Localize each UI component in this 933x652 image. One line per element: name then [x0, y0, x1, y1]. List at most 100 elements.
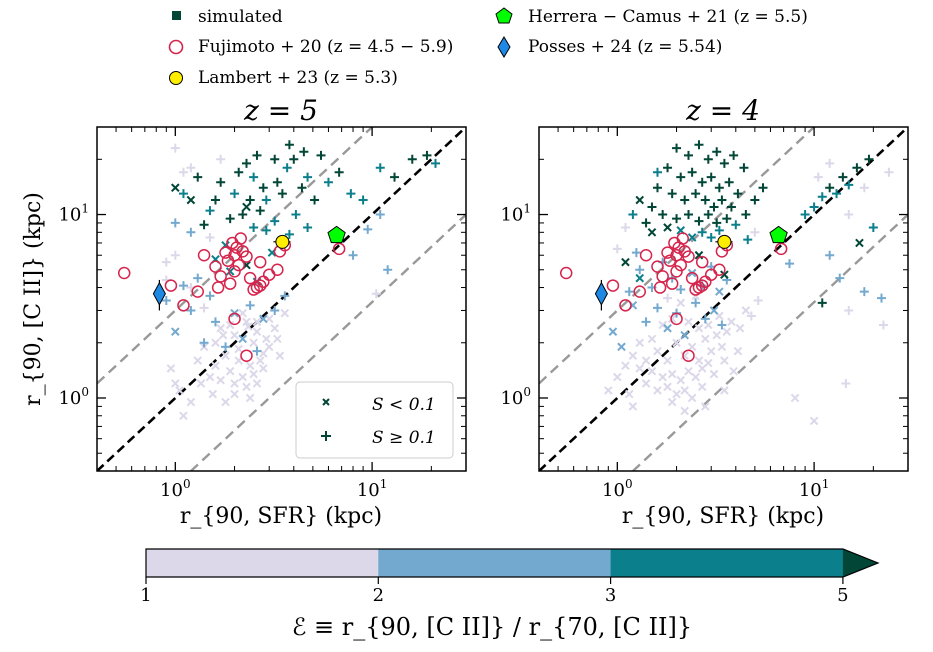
simulated-point — [733, 189, 743, 199]
simulated-point — [245, 393, 255, 403]
simulated-point — [171, 379, 180, 388]
simulated-point — [242, 382, 251, 392]
simulated-point — [252, 327, 262, 336]
simulated-point — [186, 163, 196, 173]
simulated-point — [709, 369, 719, 379]
legend-simulated-label: simulated — [198, 7, 283, 27]
simulated-point — [178, 189, 188, 199]
colorbar: 1 2 3 5 ℰ ≡ r_{90, [C II]} / r_{70, [C II]} — [140, 548, 880, 641]
legend-fujimoto-marker — [168, 39, 184, 55]
simulated-point — [844, 305, 854, 315]
fujimoto-point — [713, 263, 726, 277]
simulated-point — [720, 386, 729, 395]
colorbar-bin — [378, 549, 612, 577]
colorbar-label: ℰ ≡ r_{90, [C II]} / r_{70, [C II]} — [292, 613, 692, 641]
simulated-point — [635, 195, 645, 205]
simulated-point — [753, 295, 763, 305]
fujimoto-point — [685, 271, 699, 285]
simulated-point — [667, 189, 677, 199]
simulated-point — [175, 386, 184, 395]
simulated-point — [743, 235, 753, 245]
simulated-point — [170, 143, 180, 153]
simulated-point — [658, 210, 668, 220]
fujimoto-point — [639, 248, 653, 262]
panel-z5-xlabel: r_{90, SFR} (kpc) — [180, 504, 382, 529]
panel-z4-frame — [538, 126, 909, 472]
reference-line-factor-3-above — [97, 127, 374, 385]
simulated-point — [205, 291, 215, 301]
simulated-point — [205, 372, 215, 382]
simulated-point — [166, 364, 176, 373]
simulated-point — [216, 375, 225, 385]
simulated-point — [855, 238, 864, 248]
simulated-point — [249, 369, 258, 379]
simulated-point — [216, 177, 226, 187]
simulated-point — [672, 143, 682, 153]
simulated-point — [621, 257, 630, 267]
fujimoto-point — [661, 246, 674, 259]
legend-herrera-marker — [495, 7, 513, 24]
simulated-point — [694, 323, 704, 333]
fujimoto-point — [177, 299, 190, 312]
simulated-point — [785, 259, 795, 269]
simulated-point — [270, 305, 280, 315]
simulated-point — [735, 323, 745, 333]
simulated-point — [193, 356, 203, 365]
simulated-point — [259, 364, 268, 373]
simulated-point — [280, 308, 290, 318]
simulated-point — [383, 265, 393, 275]
colorbar-bin — [146, 549, 379, 577]
simulated-point — [211, 338, 220, 348]
simulated-point — [741, 306, 751, 315]
simulated-point — [261, 195, 271, 205]
simulated-point — [617, 342, 626, 352]
simulated-point — [714, 225, 724, 235]
simulated-point — [310, 195, 320, 205]
simulated-point — [299, 147, 309, 157]
simulated-point — [790, 393, 800, 403]
simulated-point — [273, 334, 282, 344]
fujimoto-point — [240, 250, 253, 263]
simulated-point — [230, 379, 239, 388]
simulated-point — [663, 356, 672, 365]
panel-z4: z = 4 100 101 100 101 r_{90, SFR} (kpc) — [500, 94, 909, 529]
simulated-point — [270, 154, 280, 164]
legend-fujimoto-label: Fujimoto + 20 (z = 4.5 − 5.9) — [198, 37, 453, 57]
fujimoto-point — [228, 312, 241, 326]
simulated-point — [672, 338, 681, 348]
simulated-point — [676, 172, 686, 182]
simulated-point — [667, 369, 677, 379]
y-tick-label: 100 — [58, 385, 89, 409]
fujimoto-point — [670, 248, 683, 262]
simulated-point — [323, 177, 333, 187]
simulated-point — [680, 351, 690, 361]
simulated-point — [703, 210, 713, 220]
legend-lambert-label: Lambert + 23 (z = 5.3) — [198, 68, 398, 88]
simulated-point — [242, 202, 251, 212]
simulated-point — [687, 342, 697, 352]
simulated-point — [680, 195, 690, 205]
fujimoto-point — [253, 255, 267, 269]
simulated-point — [277, 189, 287, 199]
legend-herrera-label: Herrera − Camus + 21 (z = 5.5) — [528, 7, 808, 27]
simulated-point — [706, 346, 716, 356]
simulated-point — [334, 167, 344, 177]
simulated-point — [859, 183, 869, 193]
fujimoto-point — [695, 255, 709, 269]
simulated-point — [199, 303, 209, 313]
fujimoto-point — [214, 270, 227, 283]
simulated-point — [255, 356, 265, 365]
simulated-point — [375, 210, 385, 220]
simulated-point — [741, 210, 751, 220]
simulated-point — [282, 163, 292, 173]
simulated-point — [284, 229, 294, 239]
simulated-point — [161, 295, 171, 305]
reference-line-one-to-one — [539, 127, 908, 471]
panel-z4-xlabel: r_{90, SFR} (kpc) — [622, 504, 824, 529]
simulated-point — [709, 202, 719, 212]
simulated-point — [729, 150, 739, 160]
simulated-point — [697, 382, 707, 392]
simulated-point — [859, 287, 869, 297]
simulated-point — [700, 314, 710, 324]
simulated-point — [652, 303, 662, 313]
